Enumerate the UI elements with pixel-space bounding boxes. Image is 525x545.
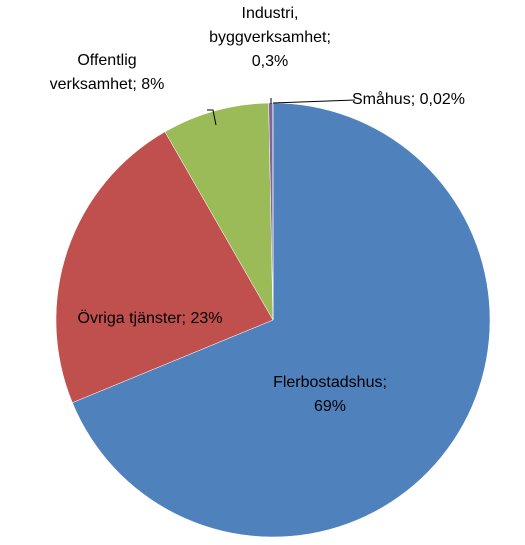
slice-label: Industri, byggverksamhet; 0,3% [200,2,340,74]
leader-line [272,99,356,104]
value-label: 69% [313,398,347,415]
leader-line [207,109,217,126]
value-label: 8% [141,76,165,93]
value-label: 23% [190,310,223,327]
category-label: Övriga tjänster; [77,310,186,327]
slice-label: Flerbostadshus; 69% [260,371,400,419]
slice-label: Småhus; 0,02% [352,88,525,112]
slices [55,102,491,538]
slice-label: Övriga tjänster; 23% [75,307,225,331]
slice [164,102,274,321]
slice [72,102,491,538]
category-label: Offentlig verksamhet; [49,52,137,93]
slice-label: Offentlig verksamhet; 8% [42,49,172,97]
value-label: 0,02% [419,91,465,108]
value-label: 0,3% [251,53,289,70]
category-label: Flerbostadshus; [273,374,387,391]
category-label: Industri, byggverksamhet; [209,5,331,46]
slice [55,131,274,403]
category-label: Småhus; [352,91,416,108]
